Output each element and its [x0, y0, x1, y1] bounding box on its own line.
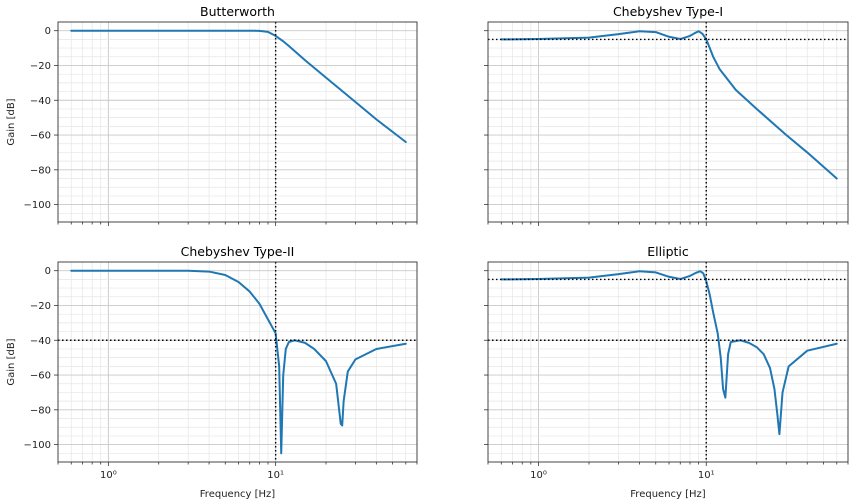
x-axis-label: Frequency [Hz]	[200, 489, 276, 500]
x-tick-label: 10⁰	[530, 470, 547, 481]
subplot-title: Elliptic	[647, 244, 689, 259]
x-tick-label: 10⁰	[100, 470, 117, 481]
y-tick-label: 0	[45, 26, 51, 37]
gain-response-line	[500, 30, 838, 180]
y-tick-label: −60	[30, 371, 51, 382]
subplot-title: Chebyshev Type-II	[181, 244, 295, 259]
axes-frame	[57, 261, 418, 463]
subplot-chebyshev-type-ii: 10⁰ 10¹ 0 −20 −40 −60 −80 −100 Chebyshev Type-II…	[6, 244, 418, 500]
y-tick-label: −60	[30, 131, 51, 142]
y-tick-label: −40	[30, 96, 51, 107]
y-tick-label: −80	[30, 405, 51, 416]
y-tick-label: −20	[30, 301, 51, 312]
gain-response-line	[70, 269, 407, 455]
subplot-elliptic: 10⁰ 10¹ Elliptic Frequency [Hz]	[484, 244, 849, 500]
grid	[57, 262, 418, 463]
y-tick-label: −20	[30, 61, 51, 72]
subplot-title: Chebyshev Type-I	[613, 4, 723, 19]
gain-response-line	[70, 29, 407, 143]
y-tick-label: −80	[30, 165, 51, 176]
grid	[487, 22, 849, 223]
x-tick-label: 10¹	[267, 470, 284, 481]
gain-response-line	[500, 270, 838, 436]
subplot-title: Butterworth	[200, 4, 275, 19]
axes-frame	[487, 21, 849, 223]
y-tick-label: −100	[24, 440, 51, 451]
y-tick-label: −100	[24, 200, 51, 211]
grid	[57, 22, 418, 223]
y-tick-label: 0	[45, 266, 51, 277]
x-tick-label: 10¹	[698, 470, 715, 481]
axes-frame	[487, 261, 849, 463]
subplot-chebyshev-type-i: Chebyshev Type-I	[484, 4, 849, 226]
subplot-butterworth: 0 −20 −40 −60 −80 −100 Butterworth Gain [dB]	[6, 4, 418, 226]
y-axis-label: Gain [dB]	[6, 98, 17, 145]
x-axis-label: Frequency [Hz]	[630, 489, 706, 500]
y-tick-label: −40	[30, 336, 51, 347]
axes-frame	[57, 21, 418, 223]
y-axis-label: Gain [dB]	[6, 338, 17, 385]
